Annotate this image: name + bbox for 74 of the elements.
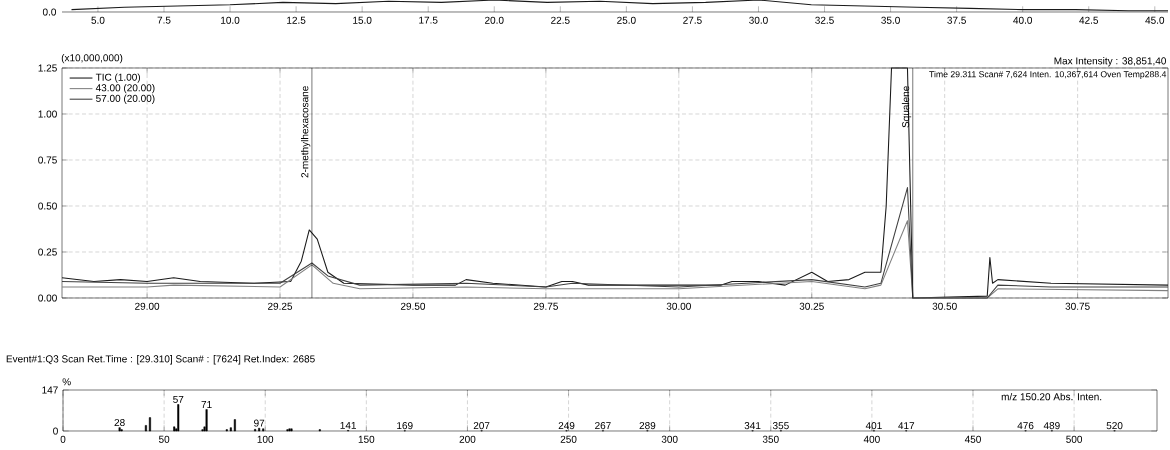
y-tick-label: 1.00 xyxy=(38,110,57,118)
x-tick-label: 0 xyxy=(60,435,66,443)
x-tick-label: 7.5 xyxy=(157,16,171,24)
annotation: 289 xyxy=(639,422,656,430)
x-tick-label: 27.5 xyxy=(683,16,702,24)
x-tick-label: 35.0 xyxy=(881,16,900,24)
annotation: m/z 150.20 Abs. Inten. xyxy=(1001,392,1102,401)
annotation: 57 xyxy=(173,395,184,403)
x-tick-label: 29.25 xyxy=(268,302,293,310)
annotation: Time 29.311 Scan# 7,624 Inten. 10,367,614 Oven Temp288.4 xyxy=(929,70,1167,80)
x-tick-label: 42.5 xyxy=(1079,16,1099,24)
annotation: 207 xyxy=(473,422,490,430)
x-tick-label: 25.0 xyxy=(617,16,636,24)
text: Max Intensity : 38,851,40 xyxy=(1054,57,1167,67)
legend-label: 43.00 (20.00) xyxy=(95,84,155,94)
x-tick-label: 100 xyxy=(257,435,274,443)
annotation: 401 xyxy=(865,422,882,430)
x-tick-label: 40.0 xyxy=(1013,16,1033,24)
y-tick-label: 0 xyxy=(53,427,58,435)
annotation: 28 xyxy=(114,418,125,427)
x-tick-label: 17.5 xyxy=(419,16,438,24)
x-tick-label: 30.50 xyxy=(932,302,957,310)
annotation: 417 xyxy=(898,422,915,430)
x-tick-label: 29.00 xyxy=(135,302,160,310)
x-tick-label: 37.5 xyxy=(947,16,966,24)
x-tick-label: 29.75 xyxy=(533,302,558,310)
y-tick-label: 0.50 xyxy=(38,202,57,210)
x-tick-label: 30.25 xyxy=(799,302,824,310)
y-axis-title: (x10,000,000) xyxy=(61,53,123,64)
x-tick-label: 12.5 xyxy=(287,16,306,24)
x-tick-label: 45.0 xyxy=(1145,16,1165,24)
ref-line-label: Squalene xyxy=(901,86,912,128)
x-tick-label: 30.00 xyxy=(666,302,691,310)
annotation: 169 xyxy=(397,422,413,430)
annotation: 489 xyxy=(1043,422,1060,430)
legend-label: TIC (1.00) xyxy=(95,73,141,83)
annotation: 341 xyxy=(744,422,761,430)
text: 0.0 xyxy=(42,8,57,16)
x-tick-label: 250 xyxy=(560,435,577,443)
ref-line-label: 2-methylhexacosane xyxy=(301,86,311,178)
x-tick-label: 32.5 xyxy=(815,16,834,24)
annotation: 520 xyxy=(1106,422,1123,430)
x-tick-label: 300 xyxy=(661,435,678,443)
x-tick-label: 30.0 xyxy=(749,16,768,24)
x-tick-label: 5.0 xyxy=(91,16,105,24)
y-tick-label: 1.25 xyxy=(38,64,57,72)
x-tick-label: 200 xyxy=(459,435,476,443)
annotation: 97 xyxy=(254,419,265,427)
x-tick-label: 20.0 xyxy=(485,16,504,24)
line-series xyxy=(61,220,1169,299)
x-tick-label: 500 xyxy=(1066,435,1083,443)
y-tick-label: 0.00 xyxy=(38,294,57,302)
annotation: 476 xyxy=(1017,422,1034,430)
x-tick-label: 30.75 xyxy=(1065,302,1090,310)
y-tick-label: 0.75 xyxy=(38,156,57,164)
annotation: 355 xyxy=(772,422,789,430)
legend-label: 57.00 (20.00) xyxy=(96,94,155,104)
text: Event#1:Q3 Scan Ret.Time : [29.310] Scan# : [7624] Ret.Index: 2685 xyxy=(6,355,315,365)
annotation: 141 xyxy=(340,421,356,429)
annotation: 267 xyxy=(595,422,611,430)
annotation: 71 xyxy=(201,401,212,408)
x-tick-label: 50 xyxy=(158,435,170,443)
y-tick-label: 147 xyxy=(42,386,58,394)
x-tick-label: 22.5 xyxy=(551,16,570,24)
y-axis-title: % xyxy=(62,378,71,386)
x-tick-label: 400 xyxy=(863,435,880,443)
x-tick-label: 450 xyxy=(964,435,981,443)
x-tick-label: 350 xyxy=(762,435,779,443)
x-tick-label: 15.0 xyxy=(353,16,372,24)
x-tick-label: 10.0 xyxy=(221,16,240,24)
annotation: 249 xyxy=(558,422,575,430)
x-tick-label: 29.50 xyxy=(400,302,426,310)
x-tick-label: 150 xyxy=(358,435,375,443)
y-tick-label: 0.25 xyxy=(38,248,57,256)
